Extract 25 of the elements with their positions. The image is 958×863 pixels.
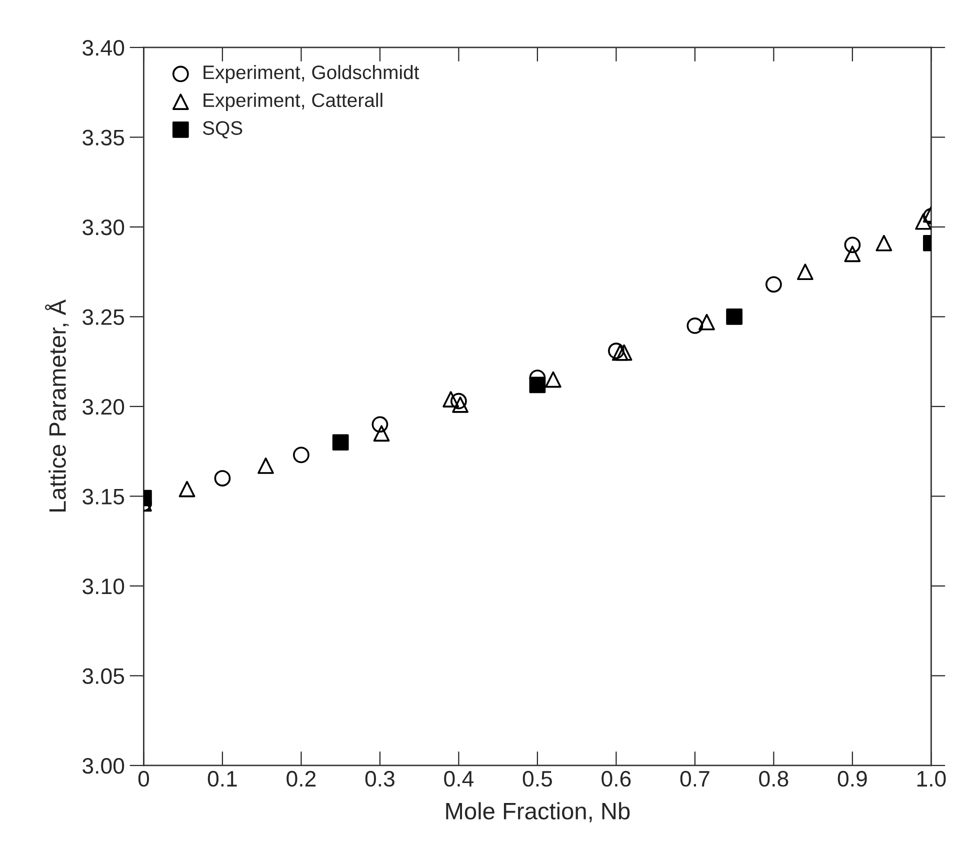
y-tick-label: 3.10: [82, 578, 124, 594]
y-tick-label: 3.40: [82, 40, 124, 56]
legend-label: Experiment, Goldschmidt: [204, 64, 420, 84]
legend-label: SQS: [202, 121, 242, 138]
x-tick-label: 0.3: [365, 770, 394, 787]
x-tick-label: 0.9: [838, 770, 867, 787]
y-tick-label: 3.05: [82, 668, 124, 684]
x-tick-label: 0.1: [208, 770, 237, 787]
y-tick-label: 3.35: [82, 130, 124, 146]
x-axis-title: Mole Fraction, Nb: [446, 802, 630, 822]
y-tick-label: 3.20: [82, 399, 124, 415]
legend-label: Experiment, Catterall: [204, 92, 382, 111]
x-tick-label: 0.8: [759, 770, 788, 787]
x-tick-label: 0.2: [286, 770, 316, 787]
x-tick-label: 1.0: [917, 770, 946, 787]
y-axis-title: Lattice Parameter, Å: [45, 300, 69, 512]
y-tick-label: 3.25: [82, 309, 124, 325]
y-tick-label: 3.00: [82, 758, 124, 774]
x-tick-label: 0.5: [522, 770, 552, 787]
x-tick-label: 0.7: [680, 770, 710, 787]
y-tick-label: 3.30: [82, 220, 124, 236]
x-tick-label: 0: [138, 770, 150, 787]
x-tick-label: 0.6: [602, 770, 631, 787]
x-tick-label: 0.4: [444, 770, 474, 787]
y-tick-label: 3.15: [82, 488, 124, 504]
